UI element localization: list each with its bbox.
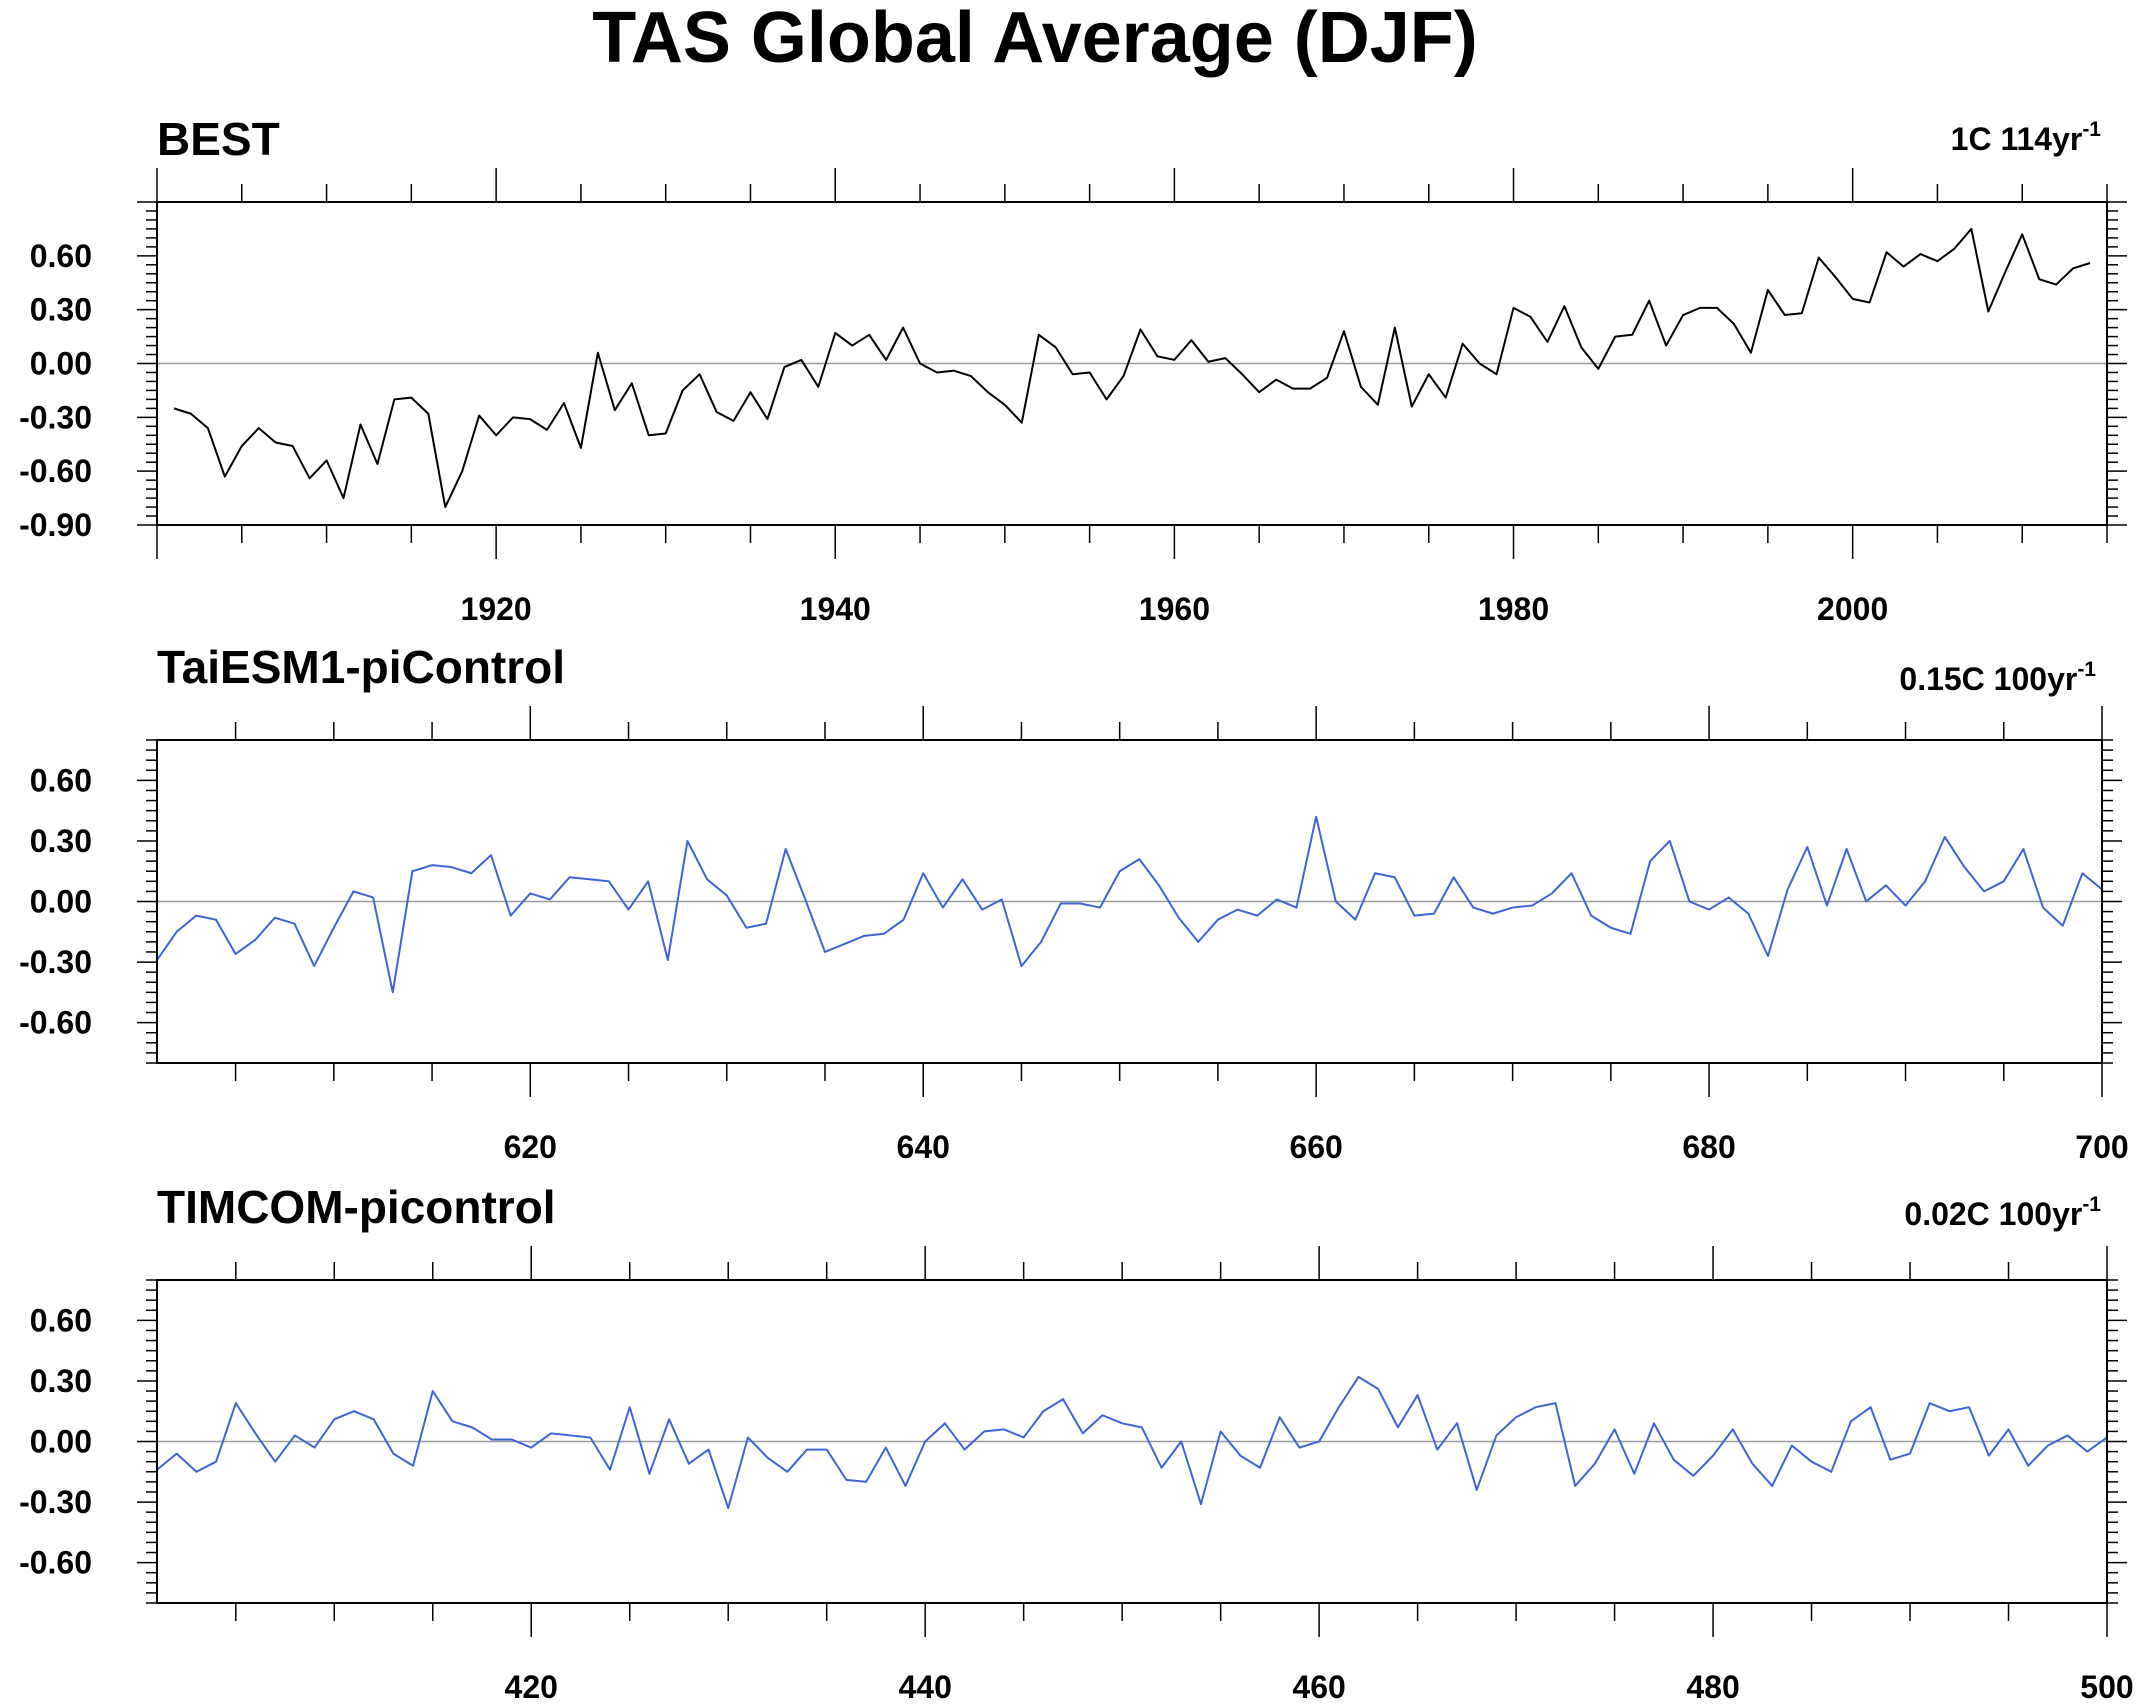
series-line: [156, 1375, 2108, 1510]
trend-label: 0.15C 100yr-1: [1899, 658, 2096, 697]
trend-superscript: -1: [2082, 118, 2101, 141]
y-ticks: [137, 201, 2127, 526]
x-tick-label: 1920: [461, 591, 532, 627]
x-tick-label: 2000: [1817, 591, 1888, 627]
y-tick-label: 0.60: [30, 238, 92, 274]
x-tick-label: 680: [1682, 1129, 1735, 1165]
trend-superscript: -1: [2082, 1193, 2101, 1216]
x-tick-label: 1980: [1478, 591, 1549, 627]
y-tick-label: -0.90: [19, 507, 92, 543]
x-ticks: [235, 1246, 2108, 1637]
y-tick-label: 0.30: [30, 1363, 92, 1399]
panels: BEST 1C 114yr-1 -0.90 -0.60 -0.30 0.00 0.30 0.6…: [19, 113, 2134, 1705]
y-tick-label: 0.00: [30, 346, 92, 382]
y-ticks: [137, 739, 2122, 1064]
chart-panel-2: TaiESM1-piControl 0.15C 100yr-1 -0.60 -0.30…: [19, 641, 2129, 1165]
y-tick-label: -0.60: [19, 453, 92, 489]
x-tick-label: 700: [2075, 1129, 2128, 1165]
x-tick-label: 440: [898, 1669, 951, 1705]
x-tick-label: 500: [2080, 1669, 2133, 1705]
trend-label: 1C 114yr-1: [1951, 118, 2102, 157]
y-tick-label: 0.60: [30, 1302, 92, 1338]
y-tick-label: 0.60: [30, 762, 92, 798]
panel-title: TIMCOM-picontrol: [157, 1181, 556, 1233]
chart-panel-3: TIMCOM-picontrol 0.02C 100yr-1 -0.60 -0.30 0…: [19, 1181, 2134, 1705]
y-tick-label: 0.30: [30, 823, 92, 859]
x-tick-label: 620: [504, 1129, 557, 1165]
series-line: [173, 227, 2091, 509]
x-tick-label: 480: [1686, 1669, 1739, 1705]
x-tick-label: 460: [1292, 1669, 1345, 1705]
x-tick-label: 1940: [800, 591, 871, 627]
x-ticks: [156, 168, 2108, 559]
panel-title: TaiESM1-piControl: [157, 641, 565, 693]
panel-title: BEST: [157, 113, 280, 165]
y-tick-label: 0.30: [30, 292, 92, 328]
trend-label: 0.02C 100yr-1: [1904, 1193, 2101, 1232]
x-tick-label: 640: [897, 1129, 950, 1165]
x-ticks: [234, 706, 2103, 1097]
series-line: [156, 815, 2103, 994]
y-tick-label: -0.60: [19, 1005, 92, 1041]
y-tick-label: -0.30: [19, 1484, 92, 1520]
y-tick-label: -0.30: [19, 399, 92, 435]
x-tick-label: 660: [1289, 1129, 1342, 1165]
trend-superscript: -1: [2077, 658, 2096, 681]
x-tick-label: 1960: [1139, 591, 1210, 627]
chart-panel-1: BEST 1C 114yr-1 -0.90 -0.60 -0.30 0.00 0.30 0.6…: [19, 113, 2127, 627]
y-tick-label: -0.30: [19, 944, 92, 980]
y-tick-label: 0.00: [30, 1424, 92, 1460]
y-ticks: [137, 1279, 2127, 1604]
figure-title: TAS Global Average (DJF): [592, 0, 1477, 78]
x-tick-label: 420: [505, 1669, 558, 1705]
y-tick-label: -0.60: [19, 1545, 92, 1581]
y-tick-label: 0.00: [30, 884, 92, 920]
